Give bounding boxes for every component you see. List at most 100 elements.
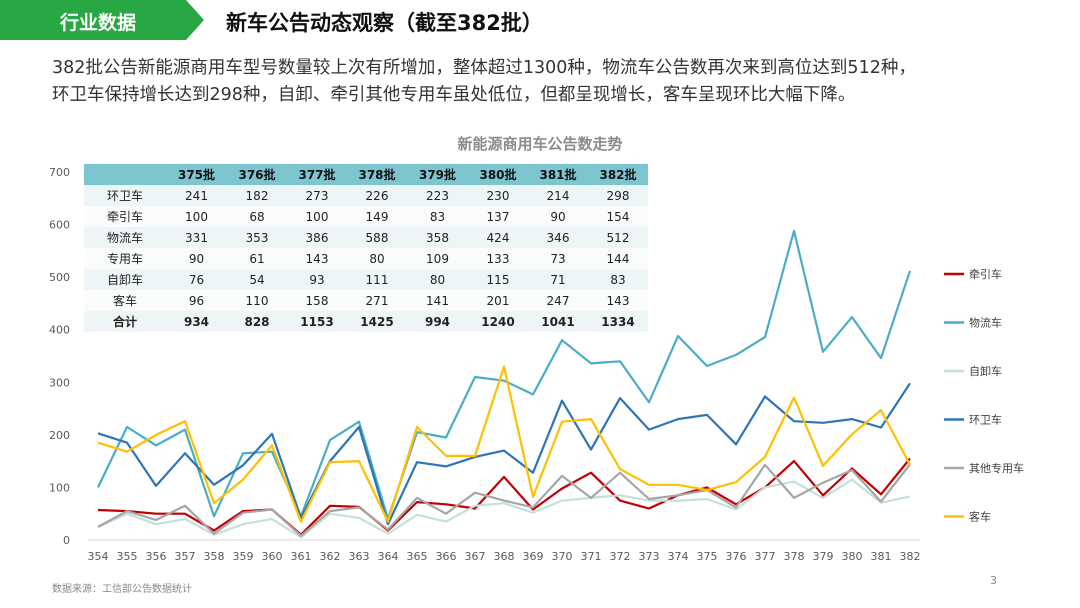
y-tick-label: 600	[49, 219, 70, 232]
data-source-note: 数据来源：工信部公告数据统计	[52, 584, 192, 595]
table-row: 客车 96 110 158 271 141 201 247 143	[84, 290, 648, 311]
table-cell: 137	[468, 206, 528, 227]
x-tick-label: 374	[668, 550, 689, 563]
y-tick-label: 400	[49, 324, 70, 337]
table-cell: 1153	[287, 311, 347, 332]
table-cell: 1041	[528, 311, 588, 332]
table-cell: 83	[588, 269, 648, 290]
table-header-cell: 380批	[468, 164, 528, 185]
x-tick-label: 380	[842, 550, 863, 563]
x-tick-label: 359	[233, 550, 254, 563]
series-line-5	[97, 463, 911, 537]
table-header-cell: 377批	[287, 164, 347, 185]
table-cell: 353	[227, 227, 287, 248]
table-cell: 588	[347, 227, 407, 248]
table-cell: 100	[166, 206, 227, 227]
data-table: 375批 376批 377批 378批 379批 380批 381批 382批 …	[84, 164, 648, 332]
table-cell: 247	[528, 290, 588, 311]
summary-text: 382批公告新能源商用车型号数量较上次有所增加，整体超过1300种，物流车公告数…	[52, 55, 1062, 109]
table-header-cell: 376批	[227, 164, 287, 185]
x-tick-label: 371	[581, 550, 602, 563]
x-tick-label: 379	[813, 550, 834, 563]
table-cell: 386	[287, 227, 347, 248]
table-cell: 346	[528, 227, 588, 248]
table-row-label: 物流车	[84, 227, 166, 248]
series-line-3	[97, 478, 911, 539]
y-tick-label: 200	[49, 429, 70, 442]
x-tick-label: 376	[726, 550, 747, 563]
series-line-1	[97, 457, 911, 536]
table-cell: 1240	[468, 311, 528, 332]
summary-line-2: 环卫车保持增长达到298种，自卸、牵引其他专用车虽处低位，但都呈现增长，客车呈现…	[52, 85, 856, 105]
x-tick-label: 355	[117, 550, 138, 563]
table-cell: 934	[166, 311, 227, 332]
table-header-row: 375批 376批 377批 378批 379批 380批 381批 382批	[84, 164, 648, 185]
table-row-label: 自卸车	[84, 269, 166, 290]
table-cell: 512	[588, 227, 648, 248]
table-cell: 100	[287, 206, 347, 227]
table-header-cell: 382批	[588, 164, 648, 185]
table-cell: 90	[528, 206, 588, 227]
table-cell: 76	[166, 269, 227, 290]
table-row: 环卫车 241 182 273 226 223 230 214 298	[84, 185, 648, 206]
x-tick-label: 373	[639, 550, 660, 563]
x-tick-label: 363	[349, 550, 370, 563]
table-cell: 1425	[347, 311, 407, 332]
x-tick-label: 381	[871, 550, 892, 563]
x-tick-label: 366	[436, 550, 457, 563]
x-tick-label: 368	[494, 550, 515, 563]
x-tick-label: 356	[146, 550, 167, 563]
table-cell: 90	[166, 248, 227, 269]
table-cell: 214	[528, 185, 588, 206]
y-tick-label: 700	[49, 166, 70, 179]
table-row-label: 专用车	[84, 248, 166, 269]
legend-label: 客车	[969, 510, 991, 524]
page-number: 3	[990, 574, 997, 587]
table-row: 物流车 331 353 386 588 358 424 346 512	[84, 227, 648, 248]
table-cell: 73	[528, 248, 588, 269]
table-cell: 143	[287, 248, 347, 269]
legend-label: 物流车	[969, 316, 1002, 330]
x-tick-label: 364	[378, 550, 399, 563]
table-cell: 358	[407, 227, 468, 248]
table-header-cell: 375批	[166, 164, 227, 185]
page-title: 新车公告动态观察（截至382批）	[226, 11, 543, 35]
table-cell: 110	[227, 290, 287, 311]
x-tick-label: 375	[697, 550, 718, 563]
table-cell: 141	[407, 290, 468, 311]
table-cell: 1334	[588, 311, 648, 332]
x-tick-label: 357	[175, 550, 196, 563]
table-cell: 109	[407, 248, 468, 269]
series-line-6	[97, 365, 911, 523]
y-tick-label: 300	[49, 376, 70, 389]
x-tick-label: 362	[320, 550, 341, 563]
table-row: 专用车 90 61 143 80 109 133 73 144	[84, 248, 648, 269]
table-cell: 241	[166, 185, 227, 206]
table-cell: 133	[468, 248, 528, 269]
y-tick-label: 100	[49, 481, 70, 494]
table-cell: 158	[287, 290, 347, 311]
table-cell: 223	[407, 185, 468, 206]
table-cell: 149	[347, 206, 407, 227]
table-cell: 273	[287, 185, 347, 206]
table-total-row: 合计 934 828 1153 1425 994 1240 1041 1334	[84, 311, 648, 332]
table-cell: 230	[468, 185, 528, 206]
legend-label: 牵引车	[969, 267, 1002, 281]
legend-label: 其他专用车	[969, 461, 1024, 475]
x-tick-label: 358	[204, 550, 225, 563]
x-tick-label: 370	[552, 550, 573, 563]
table-row-label: 合计	[84, 311, 166, 332]
table-cell: 143	[588, 290, 648, 311]
x-tick-label: 367	[465, 550, 486, 563]
table-cell: 93	[287, 269, 347, 290]
chart-title: 新能源商用车公告数走势	[457, 135, 622, 153]
table-row-label: 环卫车	[84, 185, 166, 206]
table-cell: 331	[166, 227, 227, 248]
x-tick-label: 377	[755, 550, 776, 563]
legend-label: 自卸车	[969, 364, 1002, 378]
table-cell: 201	[468, 290, 528, 311]
table-cell: 80	[407, 269, 468, 290]
x-tick-label: 360	[262, 550, 283, 563]
table-cell: 226	[347, 185, 407, 206]
